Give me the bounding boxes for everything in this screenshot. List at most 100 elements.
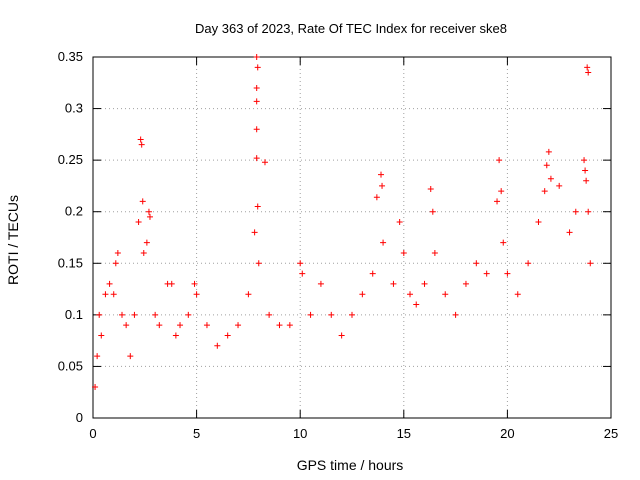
data-point: [582, 167, 589, 174]
data-point: [131, 311, 138, 318]
data-point: [137, 136, 144, 143]
y-tick-label: 0.3: [65, 101, 83, 116]
y-axis-label: ROTI / TECUs: [5, 195, 21, 285]
data-point: [214, 342, 221, 349]
data-point: [556, 182, 563, 189]
x-axis-label: GPS time / hours: [297, 457, 404, 473]
data-point: [203, 322, 210, 329]
data-point: [92, 384, 99, 391]
data-point: [177, 322, 184, 329]
data-point: [253, 54, 260, 60]
data-point: [442, 291, 449, 298]
x-tick-label: 25: [604, 426, 618, 441]
data-point: [193, 291, 200, 298]
data-point: [483, 270, 490, 277]
plot-frame: [92, 56, 612, 419]
data-point: [547, 175, 554, 182]
data-point: [143, 239, 150, 246]
data-point: [307, 311, 314, 318]
data-point: [102, 291, 109, 298]
data-point: [431, 249, 438, 256]
data-point: [245, 291, 252, 298]
data-point: [224, 332, 231, 339]
chart-title: Day 363 of 2023, Rate Of TEC Index for r…: [195, 21, 507, 36]
data-point: [253, 126, 260, 133]
data-point: [585, 208, 592, 215]
data-point: [369, 270, 376, 277]
data-point: [545, 148, 552, 155]
data-point: [297, 260, 304, 267]
data-point: [400, 249, 407, 256]
data-point: [584, 64, 591, 71]
data-point: [583, 177, 590, 184]
data-point: [543, 162, 550, 169]
data-point: [373, 194, 380, 201]
data-point: [156, 322, 163, 329]
data-point: [254, 203, 261, 210]
x-tick-label: 10: [293, 426, 307, 441]
data-point: [152, 311, 159, 318]
data-point: [380, 239, 387, 246]
data-point: [266, 311, 273, 318]
x-tick-label: 0: [89, 426, 96, 441]
data-point: [140, 249, 147, 256]
axis-ticks: 0 0.05 0.1 0.15 0.2 0.25 0.3 0.35 0 5 10 15 20 25: [58, 49, 619, 441]
data-point: [114, 249, 121, 256]
data-point: [585, 69, 592, 76]
data-point: [473, 260, 480, 267]
data-point: [452, 311, 459, 318]
data-point: [139, 198, 146, 205]
y-tick-label: 0.1: [65, 307, 83, 322]
data-point: [127, 353, 134, 360]
data-point: [349, 311, 355, 318]
data-point: [106, 280, 113, 287]
data-point: [110, 291, 117, 298]
data-point: [462, 280, 469, 287]
data-point: [135, 219, 142, 226]
data-point: [525, 260, 532, 267]
data-point: [253, 155, 260, 162]
data-point: [338, 332, 345, 339]
data-point: [94, 353, 101, 360]
y-tick-label: 0.35: [58, 49, 83, 64]
data-point: [191, 280, 198, 287]
x-tick-label: 20: [500, 426, 514, 441]
data-point: [138, 141, 145, 148]
y-tick-label: 0.05: [58, 358, 83, 373]
data-point: [581, 157, 588, 164]
x-tick-label: 5: [193, 426, 200, 441]
data-point: [427, 186, 434, 193]
data-point: [253, 84, 260, 91]
data-point: [500, 239, 507, 246]
y-tick-label: 0.15: [58, 255, 83, 270]
data-point: [379, 182, 386, 189]
data-point: [185, 311, 192, 318]
data-points: [92, 54, 594, 391]
data-point: [286, 322, 293, 329]
data-point: [494, 198, 501, 205]
data-point: [572, 208, 579, 215]
data-point: [261, 159, 268, 166]
data-point: [390, 280, 397, 287]
data-point: [413, 301, 420, 308]
data-point: [429, 208, 436, 215]
data-point: [498, 188, 505, 195]
data-point: [98, 332, 105, 339]
data-point: [253, 98, 260, 105]
data-point: [251, 229, 258, 236]
x-tick-label: 15: [397, 426, 411, 441]
data-point: [317, 280, 324, 287]
data-point: [145, 208, 152, 215]
data-point: [123, 322, 130, 329]
data-point: [378, 171, 385, 178]
data-point: [172, 332, 179, 339]
data-point: [496, 157, 503, 164]
data-point: [96, 311, 103, 318]
data-point: [299, 270, 306, 277]
data-point: [359, 291, 366, 298]
y-tick-label: 0.2: [65, 204, 83, 219]
data-point: [535, 219, 542, 226]
data-point: [254, 64, 261, 71]
data-point: [255, 260, 262, 267]
